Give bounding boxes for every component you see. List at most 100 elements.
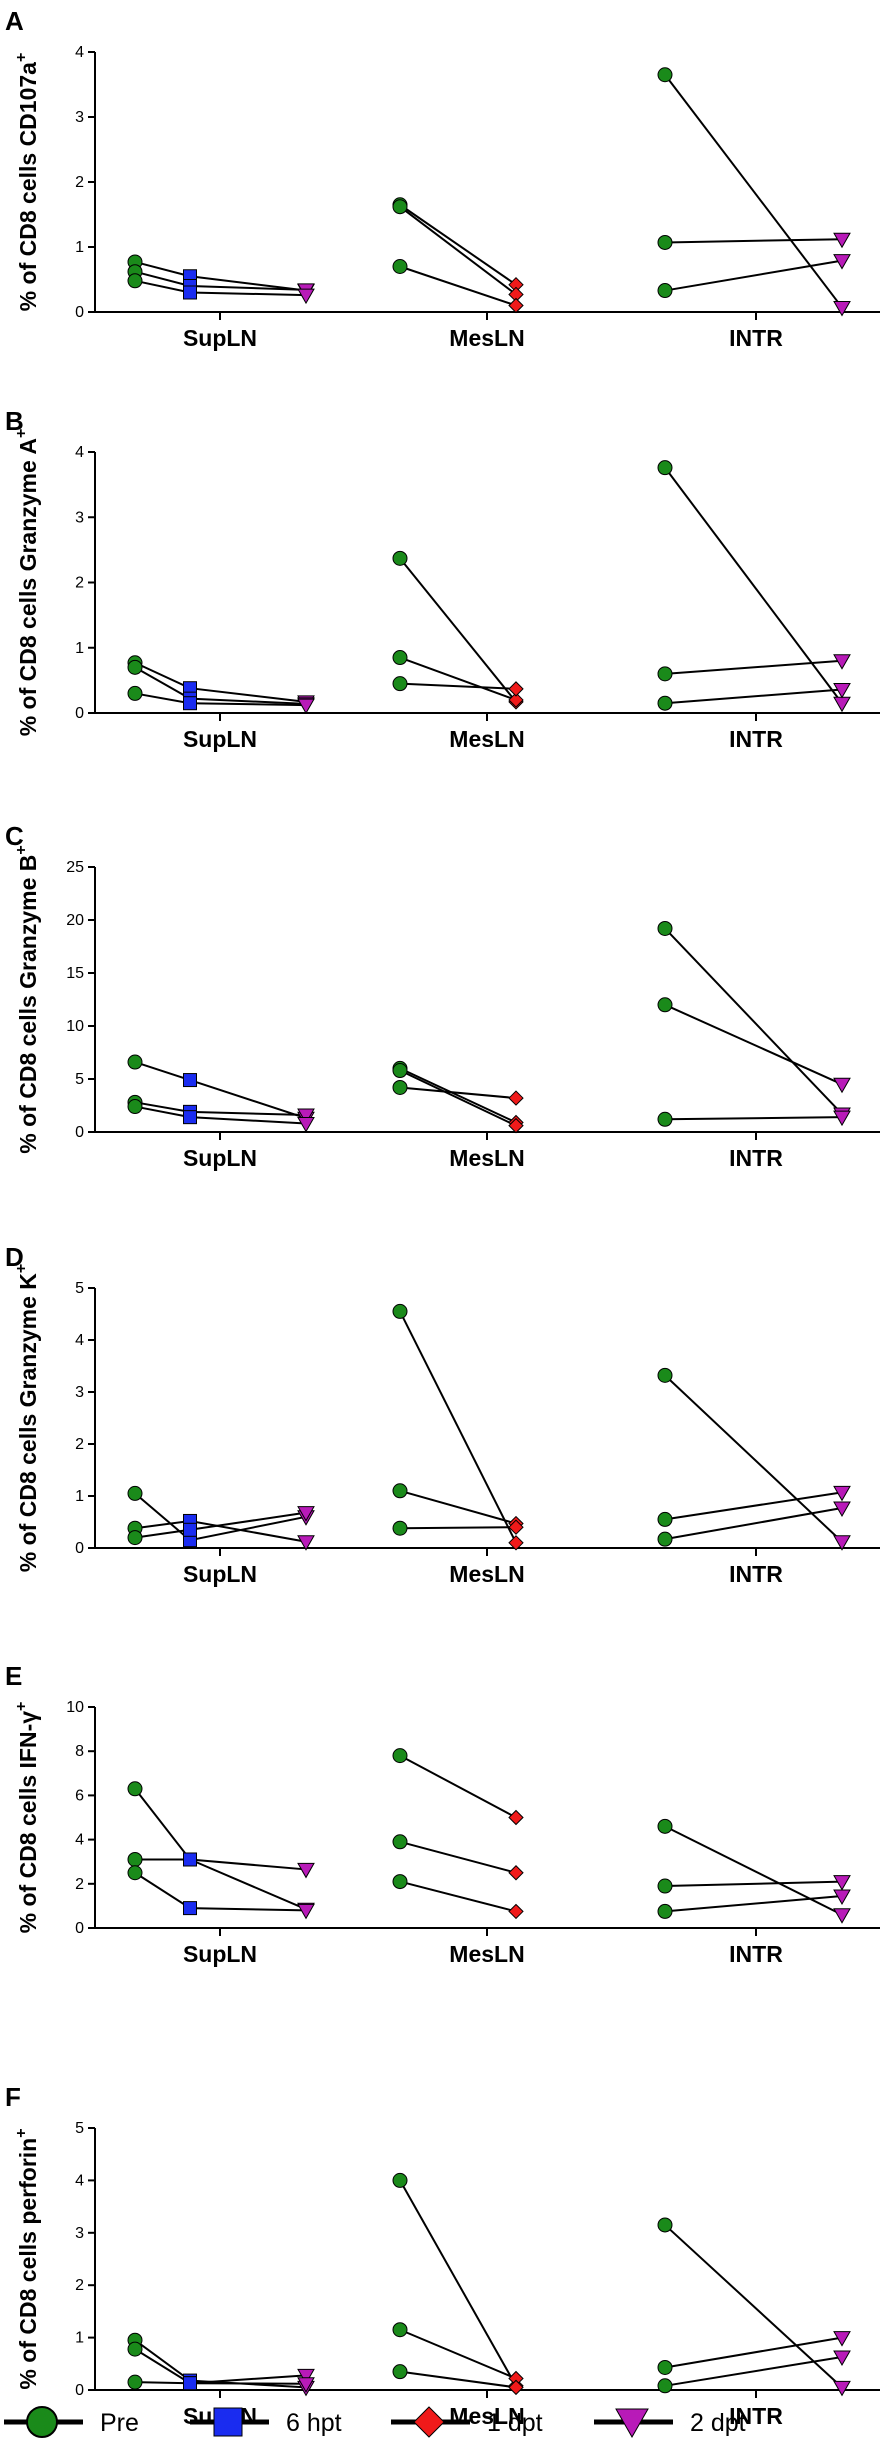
data-point-supln-pre	[127, 2341, 143, 2357]
data-point-supln-6hpt	[183, 1522, 197, 1537]
y-tick-label: 10	[66, 1018, 84, 1035]
series-line-supln	[134, 1101, 307, 1117]
y-axis-label-text: % of CD8 cells Granzyme B	[15, 855, 41, 1154]
data-point-intr-2dpt	[833, 1077, 851, 1094]
series-line-mesln	[399, 1310, 517, 1544]
x-category-label: MesLN	[449, 1561, 524, 1587]
legend-marker-2dpt	[615, 2408, 649, 2439]
series-line-intr	[664, 1825, 843, 1916]
data-point-intr-2dpt	[833, 1889, 851, 1905]
panel-letter: C	[5, 821, 24, 851]
data-point-supln-pre	[127, 1781, 143, 1797]
x-category-label: INTR	[729, 1145, 783, 1171]
data-point-mesln-pre	[392, 550, 408, 566]
data-point-intr-pre	[657, 1531, 673, 1547]
data-markers	[127, 67, 851, 317]
series-line-intr	[664, 74, 843, 309]
y-tick-label: 1	[75, 2330, 84, 2347]
series-line-intr	[664, 1491, 843, 1521]
series-line-mesln	[399, 682, 517, 690]
y-tick-label: 5	[75, 1280, 84, 1297]
data-point-mesln-pre	[392, 676, 408, 692]
data-point-supln-2dpt	[297, 1108, 315, 1125]
series-line-mesln	[399, 205, 517, 296]
legend-label-2dpt: 2 dpt	[690, 2409, 746, 2437]
data-point-intr-pre	[657, 1367, 673, 1383]
y-tick-label: 5	[75, 1071, 84, 1088]
y-tick-label: 0	[75, 1920, 84, 1937]
series-line-mesln	[399, 1069, 517, 1127]
series-line-mesln	[399, 1489, 517, 1525]
data-point-mesln-pre	[392, 2322, 408, 2338]
data-point-supln-pre	[127, 1054, 143, 1070]
data-point-supln-6hpt	[183, 1852, 197, 1867]
y-axis-label: % of CD8 cells Granzyme B+	[13, 845, 41, 1153]
y-axis-label: % of CD8 cells Granzyme K+	[13, 1264, 41, 1572]
y-tick-label: 0	[75, 2382, 84, 2399]
connector-lines	[134, 927, 843, 1127]
series-line-mesln	[399, 2328, 517, 2380]
y-tick-label: 2	[75, 174, 84, 191]
x-category-label: SupLN	[183, 1941, 257, 1967]
y-axis-label-text: % of CD8 cells Granzyme K	[15, 1273, 41, 1572]
legend-label-1dpt: 1 dpt	[487, 2409, 543, 2437]
data-point-intr-2dpt	[833, 1908, 851, 1924]
series-line-supln	[134, 1871, 307, 1912]
y-tick-label: 10	[66, 1699, 84, 1716]
connector-lines	[134, 2179, 843, 2389]
data-point-intr-2dpt	[833, 1110, 851, 1127]
data-point-intr-pre	[657, 2378, 673, 2394]
series-line-intr	[664, 1116, 843, 1121]
data-point-supln-6hpt	[183, 1901, 197, 1916]
data-point-supln-pre	[127, 2374, 143, 2390]
connector-lines	[134, 74, 843, 309]
x-category-label: MesLN	[449, 1941, 524, 1967]
data-point-supln-2dpt	[297, 1117, 315, 1133]
data-point-mesln-1dpt	[508, 1535, 524, 1551]
data-point-intr-2dpt	[833, 2380, 851, 2397]
series-line-supln	[134, 2348, 307, 2385]
data-point-mesln-1dpt	[508, 297, 524, 314]
y-tick-label: 1	[75, 1488, 84, 1505]
data-point-mesln-1dpt	[508, 692, 524, 708]
y-axis-label-superscript: +	[13, 845, 30, 854]
series-line-intr	[664, 1374, 843, 1543]
data-point-supln-2dpt	[297, 2368, 315, 2385]
data-point-supln-6hpt	[183, 696, 197, 711]
y-tick-label: 0	[75, 705, 84, 722]
data-point-intr-pre	[657, 2359, 673, 2375]
series-line-mesln	[399, 1840, 517, 1874]
y-tick-label: 0	[75, 304, 84, 321]
data-point-mesln-pre	[392, 1834, 408, 1850]
connector-lines	[134, 1310, 843, 1544]
data-point-supln-pre	[127, 1851, 143, 1867]
x-category-label: MesLN	[449, 325, 524, 351]
data-point-mesln-1dpt	[508, 1090, 524, 1106]
data-point-supln-pre	[127, 1485, 143, 1501]
series-line-intr	[664, 927, 843, 1115]
data-point-intr-pre	[657, 2217, 673, 2233]
legend-label-pre: Pre	[100, 2409, 139, 2437]
data-point-supln-2dpt	[297, 2377, 315, 2393]
legend-label-6hpt: 6 hpt	[286, 2409, 342, 2437]
y-tick-label: 5	[75, 2120, 84, 2137]
y-axis-label-superscript: +	[13, 1702, 30, 1711]
data-point-supln-pre	[127, 659, 143, 675]
data-point-intr-pre	[657, 283, 673, 299]
data-point-intr-2dpt	[833, 1501, 851, 1517]
series-line-mesln	[399, 1067, 517, 1124]
data-point-supln-pre	[127, 1099, 143, 1115]
y-tick-label: 1	[75, 640, 84, 657]
y-axis-label-superscript: +	[13, 429, 30, 438]
x-category-label: MesLN	[449, 726, 524, 752]
legend-marker-1dpt	[413, 2406, 445, 2438]
series-line-mesln	[399, 2179, 517, 2387]
data-point-supln-2dpt	[297, 288, 315, 305]
y-tick-label: 0	[75, 1124, 84, 1141]
data-point-intr-2dpt	[833, 1485, 851, 1502]
data-point-intr-2dpt	[833, 696, 851, 713]
series-line-mesln	[399, 1880, 517, 1913]
panel-c: C% of CD8 cells Granzyme B+0510152025Sup…	[5, 821, 880, 1171]
